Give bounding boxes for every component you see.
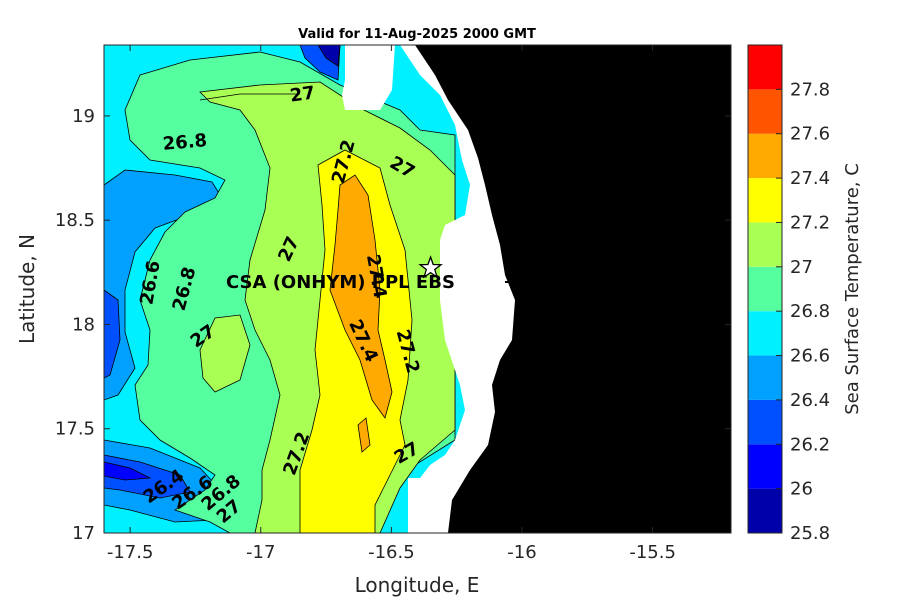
land-mass — [415, 45, 731, 533]
sst-band-27-4 — [329, 174, 393, 419]
colorbar-tick-label: 26.6 — [790, 346, 830, 367]
sst-band-27-island — [199, 314, 251, 393]
x-tick-label: -15.5 — [629, 542, 676, 563]
colorbar-swatch — [748, 399, 782, 445]
y-tick-label: 18.5 — [55, 210, 95, 231]
colorbar-swatch — [748, 355, 782, 400]
sst-band-27-4-small — [357, 417, 371, 453]
colorbar-tick-label: 26.8 — [790, 301, 830, 322]
colorbar-tick-label: 27.4 — [790, 168, 830, 189]
colorbar-ticks: 27.8 27.6 27.4 27.2 27 26.8 26.6 26.4 26.2 26 25.8 — [776, 79, 830, 544]
no-data-region — [345, 45, 520, 533]
sst-band-26-south — [104, 461, 152, 481]
colorbar-tick-label: 27 — [790, 257, 813, 278]
colorbar-swatch — [748, 133, 782, 179]
y-tick-label: 17.5 — [55, 419, 95, 440]
colorbar-swatch — [748, 488, 782, 533]
y-axis-ticks: 19 18.5 18 17.5 17 — [55, 106, 731, 544]
x-tick-label: -17 — [246, 542, 275, 563]
station-marker[interactable]: CSA (ONHYM) PPL EBS — [226, 255, 513, 293]
y-axis-label: Latitude, N — [15, 234, 39, 344]
colorbar-swatch — [748, 89, 782, 134]
colorbar-tick-label: 26.4 — [790, 390, 830, 411]
colorbar-swatch — [748, 266, 782, 312]
station-label: CSA (ONHYM) PPL EBS — [226, 272, 455, 293]
sst-contour-map — [104, 45, 731, 533]
x-axis-ticks: -17.5 -17 -16.5 -16 -15.5 — [107, 45, 676, 563]
x-axis-label: Longitude, E — [355, 573, 480, 597]
sst-band-26-2-west — [104, 289, 121, 379]
no-data-region-north — [342, 45, 395, 110]
colorbar-swatch — [748, 222, 782, 267]
x-tick-label: -16.5 — [368, 542, 415, 563]
y-tick-label: 18 — [72, 314, 95, 335]
colorbar-tick-label: 27.6 — [790, 124, 830, 145]
contour-label: 27 — [289, 82, 317, 106]
contour-segment-27-north — [199, 93, 300, 101]
colorbar-swatch — [748, 444, 782, 489]
colorbar-tick-label: 27.2 — [790, 212, 830, 233]
colorbar-tick-label: 26.2 — [790, 434, 830, 455]
map-title: Valid for 11-Aug-2025 2000 GMT — [298, 27, 536, 42]
sst-band-25-8-north — [317, 45, 341, 67]
sst-band-26-4-west — [104, 169, 223, 401]
x-tick-label: -17.5 — [107, 542, 154, 563]
colorbar-tick-label: 25.8 — [790, 523, 830, 544]
colorbar-swatch — [748, 45, 782, 90]
colorbar-tick-label: 27.8 — [790, 79, 830, 100]
colorbar-tick-label: 26 — [790, 479, 813, 500]
colorbar-swatch — [748, 311, 782, 356]
colorbar-swatch — [748, 178, 782, 223]
y-tick-label: 17 — [72, 523, 95, 544]
y-tick-label: 19 — [72, 106, 95, 127]
star-icon — [418, 255, 443, 279]
plot-frame — [103, 44, 732, 534]
colorbar — [748, 45, 782, 533]
colorbar-label: Sea Surface Temperature, C — [842, 163, 863, 415]
contour-label: 26.8 — [162, 130, 208, 155]
x-tick-label: -16 — [507, 542, 536, 563]
colorbar-frame — [747, 44, 783, 534]
